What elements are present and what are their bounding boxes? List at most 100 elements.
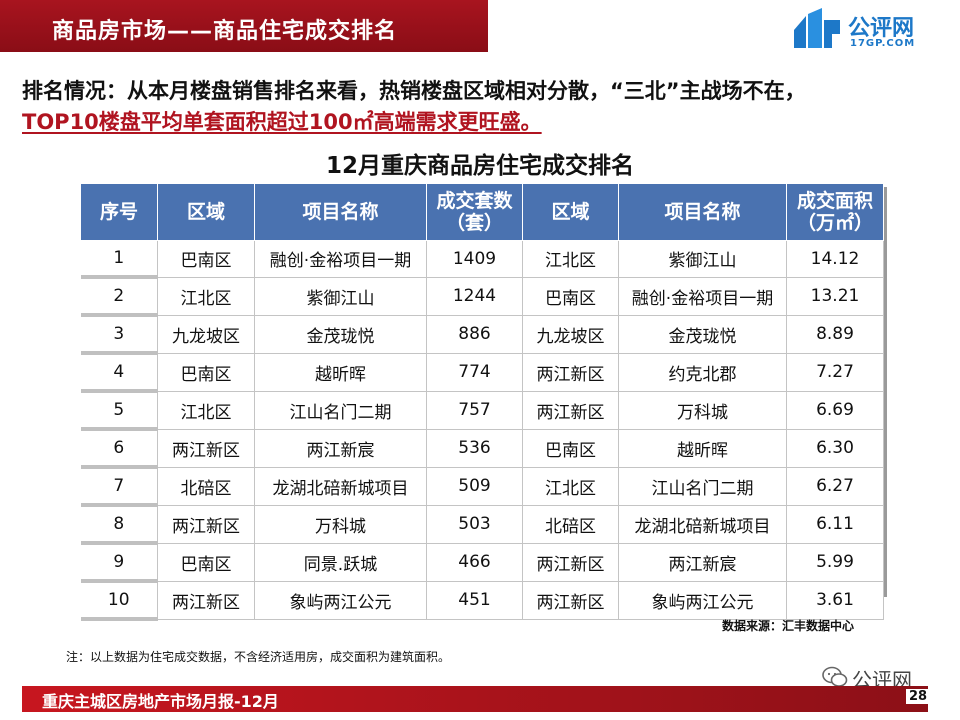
table-cell: 10 (80, 581, 158, 621)
table-cell: 6.27 (786, 466, 884, 506)
table-cell: 3.61 (786, 580, 884, 620)
summary-label: 排名情况： (22, 79, 127, 103)
table-cell: 13.21 (786, 276, 884, 316)
table-cell: 两江新区 (522, 390, 619, 430)
table-cell: 江山名门二期 (618, 466, 787, 506)
table-cell: 3 (80, 315, 158, 355)
table-row: 4 巴南区 越昕晖 774 两江新区 约克北郡 7.27 (80, 352, 884, 393)
gongping-logo-icon (794, 8, 840, 48)
table-cell: 越昕晖 (254, 352, 427, 392)
table-cell: 7 (80, 467, 158, 507)
table-cell: 6 (80, 429, 158, 469)
table-cell: 江北区 (157, 276, 255, 316)
table-cell: 1244 (426, 276, 523, 316)
footer-bar (22, 686, 928, 712)
table-cell: 两江新区 (157, 504, 255, 544)
table-cell: 江北区 (522, 240, 619, 278)
table-cell: 8 (80, 505, 158, 545)
table-cell: 466 (426, 542, 523, 582)
page-number: 28 (906, 689, 931, 704)
table-cell: 两江新区 (522, 580, 619, 620)
table-cell: 象屿两江公元 (618, 580, 787, 620)
table-cell: 江北区 (522, 466, 619, 506)
table-cell: 两江新区 (522, 542, 619, 582)
logo-text: 公评网 (848, 16, 915, 41)
table-cell: 九龙坡区 (157, 314, 255, 354)
table-cell: 774 (426, 352, 523, 392)
table-cell: 紫御江山 (618, 240, 787, 278)
table-cell: 越昕晖 (618, 428, 787, 468)
table-cell: 2 (80, 277, 158, 317)
table-cell: 约克北郡 (618, 352, 787, 392)
table-cell: 536 (426, 428, 523, 468)
table-cell: 6.30 (786, 428, 884, 468)
summary-block: 排名情况：从本月楼盘销售排名来看，热销楼盘区域相对分散，“三北”主战场不在， T… (22, 76, 942, 138)
table-title: 12月重庆商品房住宅成交排名 (325, 153, 634, 179)
table-cell: 5 (80, 391, 158, 431)
table-cell: 两江新区 (157, 580, 255, 620)
wechat-icon (822, 666, 848, 687)
header-cell: 项目名称 (618, 183, 787, 241)
header-cell: 区域 (522, 183, 619, 241)
header-cell: 序号 (80, 183, 158, 241)
table-cell: 5.99 (786, 542, 884, 582)
table-cell: 757 (426, 390, 523, 430)
table-cell: 龙湖北碚新城项目 (618, 504, 787, 544)
table-row: 8 两江新区 万科城 503 北碚区 龙湖北碚新城项目 6.11 (80, 504, 884, 545)
table-cell: 万科城 (618, 390, 787, 430)
summary-line-1: 从本月楼盘销售排名来看，热销楼盘区域相对分散，“三北”主战场不在， (127, 79, 806, 103)
table-cell: 两江新区 (522, 352, 619, 392)
table-cell: 14.12 (786, 240, 884, 278)
table-row: 10 两江新区 象屿两江公元 451 两江新区 象屿两江公元 3.61 (80, 580, 884, 621)
header-bar (0, 0, 488, 52)
table-cell: 融创·金裕项目一期 (254, 240, 427, 278)
table-cell: 451 (426, 580, 523, 620)
table-cell: 万科城 (254, 504, 427, 544)
logo-subtext: 17GP.COM (850, 38, 916, 49)
table-cell: 巴南区 (522, 428, 619, 468)
ranking-table: 序号 区域 项目名称 成交套数（套） 区域 项目名称 成交面积（万㎡） 1 巴南区… (80, 183, 884, 621)
table-cell: 6.11 (786, 504, 884, 544)
table-cell: 1 (80, 240, 158, 279)
data-source: 数据来源：汇丰数据中心 (722, 619, 855, 633)
table-cell: 两江新宸 (254, 428, 427, 468)
table-cell: 两江新区 (157, 428, 255, 468)
table-row: 3 九龙坡区 金茂珑悦 886 九龙坡区 金茂珑悦 8.89 (80, 314, 884, 355)
table-cell: 巴南区 (157, 240, 255, 278)
table-cell: 巴南区 (522, 276, 619, 316)
table-cell: 北碚区 (522, 504, 619, 544)
table-cell: 1409 (426, 240, 523, 278)
table-cell: 九龙坡区 (522, 314, 619, 354)
table-cell: 金茂珑悦 (254, 314, 427, 354)
table-cell: 融创·金裕项目一期 (618, 276, 787, 316)
table-row: 6 两江新区 两江新宸 536 巴南区 越昕晖 6.30 (80, 428, 884, 469)
page-title: 商品房市场——商品住宅成交排名 (52, 19, 398, 44)
table-cell: 紫御江山 (254, 276, 427, 316)
footnote: 注：以上数据为住宅成交数据，不含经济适用房，成交面积为建筑面积。 (66, 650, 451, 664)
header-cell: 成交面积（万㎡） (786, 183, 884, 241)
table-cell: 金茂珑悦 (618, 314, 787, 354)
header-cell: 成交套数（套） (426, 183, 523, 241)
footer-text: 重庆主城区房地产市场月报-12月 (42, 692, 279, 711)
summary-line-2: TOP10楼盘平均单套面积超过100㎡高端需求更旺盛。 (22, 110, 542, 134)
table-cell: 886 (426, 314, 523, 354)
table-cell: 6.69 (786, 390, 884, 430)
table-cell: 江北区 (157, 390, 255, 430)
table-cell: 巴南区 (157, 352, 255, 392)
ranking-table-wrap: 序号 区域 项目名称 成交套数（套） 区域 项目名称 成交面积（万㎡） 1 巴南区… (80, 183, 887, 621)
table-cell: 509 (426, 466, 523, 506)
table-row: 1 巴南区 融创·金裕项目一期 1409 江北区 紫御江山 14.12 (80, 240, 884, 279)
table-cell: 同景.跃城 (254, 542, 427, 582)
table-cell: 两江新宸 (618, 542, 787, 582)
table-header-row: 序号 区域 项目名称 成交套数（套） 区域 项目名称 成交面积（万㎡） (80, 183, 884, 241)
table-cell: 8.89 (786, 314, 884, 354)
table-cell: 7.27 (786, 352, 884, 392)
header-cell: 项目名称 (254, 183, 427, 241)
table-row: 7 北碚区 龙湖北碚新城项目 509 江北区 江山名门二期 6.27 (80, 466, 884, 507)
table-cell: 巴南区 (157, 542, 255, 582)
table-row: 5 江北区 江山名门二期 757 两江新区 万科城 6.69 (80, 390, 884, 431)
header-cell: 区域 (157, 183, 255, 241)
table-cell: 9 (80, 543, 158, 583)
table-cell: 江山名门二期 (254, 390, 427, 430)
table-cell: 象屿两江公元 (254, 580, 427, 620)
